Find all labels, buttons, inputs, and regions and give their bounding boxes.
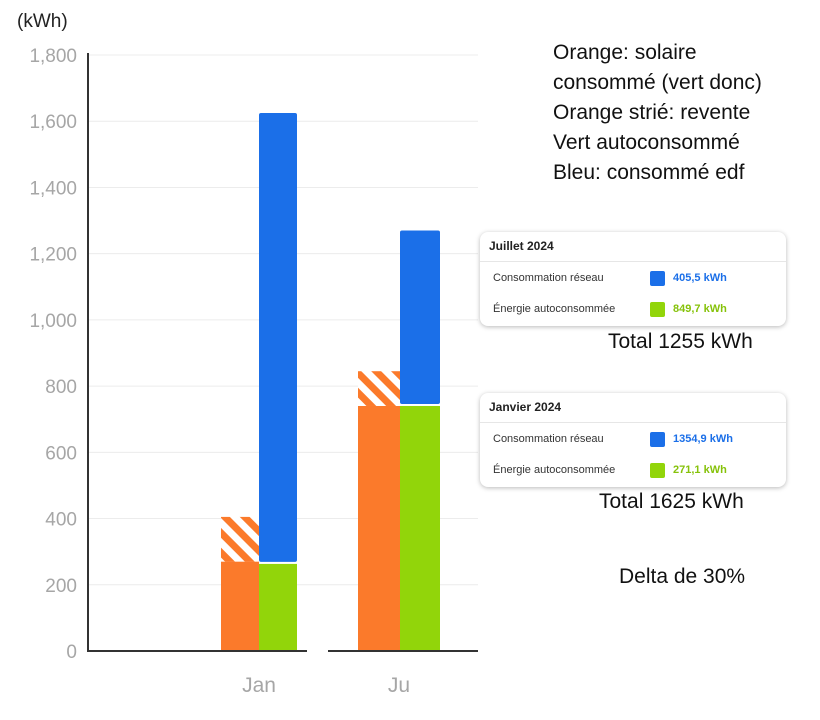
axes [87, 53, 478, 652]
green-swatch [650, 302, 665, 317]
card-value: 405,5 kWh [673, 272, 727, 284]
y-tick-label: 1,600 [29, 112, 77, 133]
card-row-grid: Consommation réseau 405,5 kWh [480, 262, 786, 293]
note-line-1: Orange: solaire [553, 41, 697, 64]
y-tick-label: 1,000 [29, 311, 77, 332]
card-label: Énergie autoconsommée [493, 464, 616, 476]
y-tick-label: 800 [45, 377, 77, 398]
y-tick-label: 400 [45, 510, 77, 531]
y-tick-labels: 0 200 400 600 800 1,000 1,200 1,400 1,600 1,800 [29, 46, 77, 663]
bar-self-consumed [259, 563, 297, 651]
bar-solar-consumed [221, 561, 259, 651]
july-total: Total 1255 kWh [608, 330, 753, 353]
bar-grid-consumed [259, 112, 297, 562]
card-value: 271,1 kWh [673, 464, 727, 476]
card-row-self: Énergie autoconsommée 271,1 kWh [480, 454, 786, 485]
y-tick-label: 200 [45, 576, 77, 597]
legend-notes: Orange: solaire consommé (vert donc) Ora… [553, 38, 762, 188]
note-line-2: consommé (vert donc) [553, 71, 762, 94]
card-title: Janvier 2024 [480, 393, 786, 423]
delta-note: Delta de 30% [619, 565, 746, 588]
note-line-5: Bleu: consommé edf [553, 161, 745, 184]
card-label: Énergie autoconsommée [493, 303, 616, 315]
note-line-3: Orange strié: revente [553, 101, 751, 124]
bar-solar-resold [358, 371, 400, 406]
y-tick-label: 0 [66, 642, 77, 663]
y-tick-label: 1,800 [29, 46, 77, 67]
y-tick-label: 600 [45, 443, 77, 464]
card-january-2024: Janvier 2024 Consommation réseau 1354,9 … [480, 393, 786, 487]
y-tick-label: 1,200 [29, 245, 77, 266]
card-label: Consommation réseau [493, 272, 604, 284]
bar-self-consumed [400, 405, 440, 651]
green-swatch [650, 463, 665, 478]
card-title: Juillet 2024 [480, 232, 786, 262]
x-tick-label: Jan [242, 674, 276, 697]
january-total: Total 1625 kWh [599, 490, 744, 513]
bars [221, 112, 440, 651]
x-tick-label: Ju [388, 674, 410, 697]
card-value: 849,7 kWh [673, 303, 727, 315]
card-july-2024: Juillet 2024 Consommation réseau 405,5 k… [480, 232, 786, 326]
card-row-grid: Consommation réseau 1354,9 kWh [480, 423, 786, 454]
card-value: 1354,9 kWh [673, 433, 733, 445]
bar-solar-resold [221, 516, 259, 562]
note-line-4: Vert autoconsommé [553, 131, 740, 154]
blue-swatch [650, 432, 665, 447]
blue-swatch [650, 271, 665, 286]
x-tick-labels: Jan Ju [242, 674, 410, 697]
card-row-self: Énergie autoconsommée 849,7 kWh [480, 293, 786, 324]
card-label: Consommation réseau [493, 433, 604, 445]
y-unit-label: (kWh) [17, 11, 68, 32]
bar-solar-consumed [358, 405, 400, 651]
bar-grid-consumed [400, 230, 440, 404]
y-tick-label: 1,400 [29, 178, 77, 199]
